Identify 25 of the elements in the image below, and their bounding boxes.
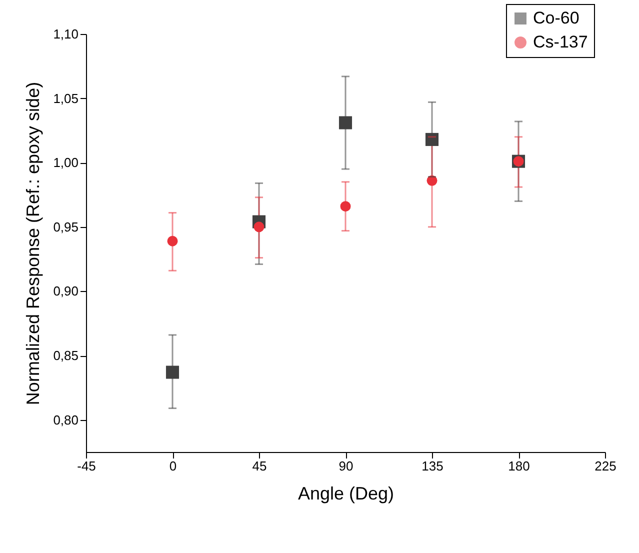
x-tick-label: 0 [169, 458, 177, 474]
legend-label: Cs-137 [533, 32, 588, 52]
y-tick-label: 1,05 [53, 90, 78, 106]
point [340, 201, 351, 212]
y-tick-label: 0,85 [53, 348, 78, 364]
y-tick-label: 1,10 [53, 26, 78, 42]
point [426, 175, 438, 186]
y-tick-label: 0,95 [53, 219, 78, 234]
x-axis-title: Angle (Deg) [298, 484, 394, 504]
point [167, 236, 178, 246]
point [254, 222, 264, 232]
x-tick-label: 225 [594, 458, 616, 474]
x-tick-label: 135 [422, 458, 444, 474]
x-tick-label: 90 [338, 458, 354, 474]
legend-label: Co-60 [533, 8, 580, 28]
point [166, 366, 180, 379]
y-tick-label: 1,00 [53, 155, 78, 170]
x-tick-label: 180 [508, 458, 530, 474]
x-tick-label: 45 [252, 458, 267, 474]
y-tick-label: 0,80 [53, 412, 78, 428]
x-tick-label: -45 [77, 458, 96, 474]
point [338, 116, 352, 130]
point [425, 132, 439, 146]
y-tick-label: 0,90 [53, 284, 78, 299]
y-axis-title: Normalized Response (Ref.: epoxy side) [23, 82, 44, 406]
